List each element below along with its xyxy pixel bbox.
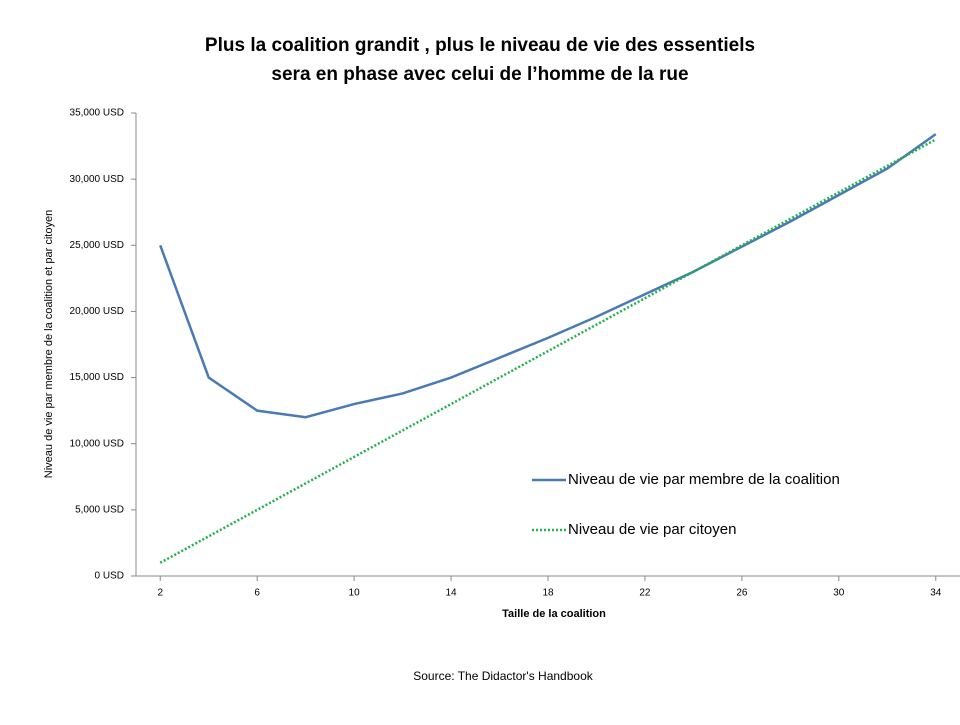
- y-tick-label: 35,000 USD: [70, 108, 124, 119]
- legend-label: Niveau de vie par membre de la coalition: [568, 471, 840, 488]
- y-tick-label: 30,000 USD: [70, 174, 124, 185]
- legend-label: Niveau de vie par citoyen: [568, 521, 736, 538]
- x-tick-label: 22: [639, 588, 651, 599]
- y-tick-label: 5,000 USD: [75, 504, 124, 515]
- y-tick-label: 10,000 USD: [70, 438, 124, 449]
- source: Source: The Didactor's Handbook: [413, 669, 594, 683]
- x-tick-label: 30: [833, 588, 845, 599]
- x-tick-label: 18: [542, 588, 554, 599]
- x-tick-label: 14: [445, 588, 457, 599]
- chart-title: Plus la coalition grandit , plus le nive…: [205, 35, 755, 56]
- x-tick-label: 2: [157, 588, 163, 599]
- series-line: [159, 133, 937, 419]
- y-tick-label: 15,000 USD: [70, 372, 124, 383]
- y-tick-label: 25,000 USD: [70, 240, 124, 251]
- x-tick-label: 10: [349, 588, 361, 599]
- x-tick-label: 26: [736, 588, 748, 599]
- series-line: [159, 138, 937, 564]
- x-tick-label: 6: [254, 588, 260, 599]
- y-axis-label: Niveau de vie par membre de la coalition…: [43, 210, 55, 478]
- y-tick-label: 0 USD: [95, 571, 124, 582]
- x-tick-label: 34: [930, 588, 942, 599]
- y-tick-label: 20,000 USD: [70, 306, 124, 317]
- x-axis-label: Taille de la coalition: [502, 608, 606, 620]
- chart-title: sera en phase avec celui de l’homme de l…: [271, 64, 688, 85]
